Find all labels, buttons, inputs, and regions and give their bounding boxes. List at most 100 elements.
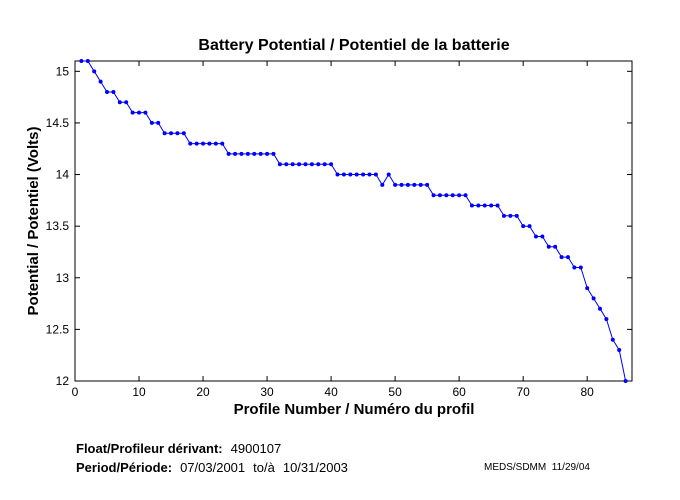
data-point bbox=[271, 151, 276, 156]
data-point bbox=[476, 203, 481, 208]
data-point bbox=[341, 172, 346, 177]
y-tick-label: 12 bbox=[56, 374, 70, 388]
data-point bbox=[399, 182, 404, 187]
data-point bbox=[354, 172, 359, 177]
data-point bbox=[130, 110, 135, 115]
period-to: to/à bbox=[253, 460, 275, 475]
data-point bbox=[149, 120, 154, 125]
data-point bbox=[450, 193, 455, 198]
x-tick-label: 30 bbox=[260, 385, 274, 399]
data-point bbox=[239, 151, 244, 156]
data-point bbox=[431, 193, 436, 198]
data-point bbox=[610, 337, 615, 342]
data-point bbox=[143, 110, 148, 115]
period-start: 07/03/2001 bbox=[180, 460, 246, 475]
y-tick-label: 13 bbox=[56, 271, 70, 285]
y-tick-label: 15 bbox=[56, 64, 70, 78]
y-tick-label: 13.5 bbox=[46, 219, 70, 233]
data-point bbox=[540, 234, 545, 239]
data-point bbox=[85, 59, 90, 63]
data-point bbox=[284, 162, 289, 167]
data-point bbox=[117, 100, 122, 105]
y-tick-label: 12.5 bbox=[46, 322, 70, 336]
credit-text: MEDS/SDMM 11/29/04 bbox=[484, 462, 590, 473]
x-tick-label: 20 bbox=[196, 385, 210, 399]
data-point bbox=[316, 162, 321, 167]
y-tick-label: 14.5 bbox=[46, 116, 70, 130]
data-point bbox=[412, 182, 417, 187]
x-tick-label: 40 bbox=[324, 385, 338, 399]
data-point bbox=[591, 296, 596, 301]
period-info: Period/Période: 07/03/2001 to/à 10/31/2003 bbox=[76, 460, 348, 475]
data-point bbox=[290, 162, 295, 167]
data-point bbox=[572, 265, 577, 270]
data-point bbox=[335, 172, 340, 177]
data-point bbox=[533, 234, 538, 239]
data-point bbox=[303, 162, 308, 167]
period-end: 10/31/2003 bbox=[282, 460, 348, 475]
data-point bbox=[565, 255, 570, 260]
x-tick-label: 80 bbox=[581, 385, 595, 399]
data-point bbox=[457, 193, 462, 198]
data-point bbox=[226, 151, 231, 156]
data-point bbox=[105, 89, 110, 94]
series-line bbox=[81, 60, 627, 382]
data-point bbox=[514, 213, 519, 218]
data-point bbox=[188, 141, 193, 146]
data-point bbox=[469, 203, 474, 208]
data-point bbox=[309, 162, 314, 167]
data-point bbox=[444, 193, 449, 198]
data-point bbox=[373, 172, 378, 177]
data-point bbox=[220, 141, 225, 146]
x-axis: 0 10 20 30 40 50 60 70 80 bbox=[72, 61, 595, 399]
series-points bbox=[79, 59, 628, 383]
data-point bbox=[245, 151, 250, 156]
x-tick-label: 10 bbox=[132, 385, 146, 399]
x-tick-label: 70 bbox=[516, 385, 530, 399]
data-point bbox=[207, 141, 212, 146]
data-point bbox=[124, 100, 129, 105]
data-point bbox=[495, 203, 500, 208]
data-point bbox=[98, 79, 103, 84]
data-point bbox=[111, 89, 116, 94]
data-point bbox=[489, 203, 494, 208]
x-tick-label: 50 bbox=[388, 385, 402, 399]
data-point bbox=[425, 182, 430, 187]
data-point bbox=[175, 131, 180, 136]
data-point bbox=[79, 59, 84, 63]
data-point bbox=[463, 193, 468, 198]
data-point bbox=[437, 193, 442, 198]
data-point bbox=[92, 69, 97, 74]
data-point bbox=[380, 182, 385, 187]
data-point bbox=[265, 151, 270, 156]
data-point bbox=[252, 151, 257, 156]
data-point bbox=[386, 172, 391, 177]
data-point bbox=[169, 131, 174, 136]
chart-title: Battery Potential / Potentiel de la batt… bbox=[198, 37, 509, 54]
data-point bbox=[297, 162, 302, 167]
data-point bbox=[418, 182, 423, 187]
data-point bbox=[348, 172, 353, 177]
data-point bbox=[527, 224, 532, 229]
float-value: 4900107 bbox=[230, 441, 282, 456]
x-tick-label: 0 bbox=[72, 385, 79, 399]
float-info: Float/Profileur dérivant: 4900107 bbox=[76, 441, 281, 456]
data-point bbox=[277, 162, 282, 167]
data-point bbox=[623, 379, 628, 383]
data-point bbox=[604, 317, 609, 322]
data-point bbox=[393, 182, 398, 187]
data-point bbox=[361, 172, 366, 177]
data-point bbox=[162, 131, 167, 136]
y-axis-label: Potential / Potentiel (Volts) bbox=[25, 127, 42, 316]
x-tick-label: 60 bbox=[452, 385, 466, 399]
data-point bbox=[521, 224, 526, 229]
data-point bbox=[546, 244, 551, 249]
data-point bbox=[233, 151, 238, 156]
data-point bbox=[617, 348, 622, 353]
data-point bbox=[508, 213, 513, 218]
data-point bbox=[482, 203, 487, 208]
data-point bbox=[258, 151, 263, 156]
period-label: Period/Période: bbox=[76, 460, 173, 475]
y-tick-label: 14 bbox=[56, 168, 70, 182]
